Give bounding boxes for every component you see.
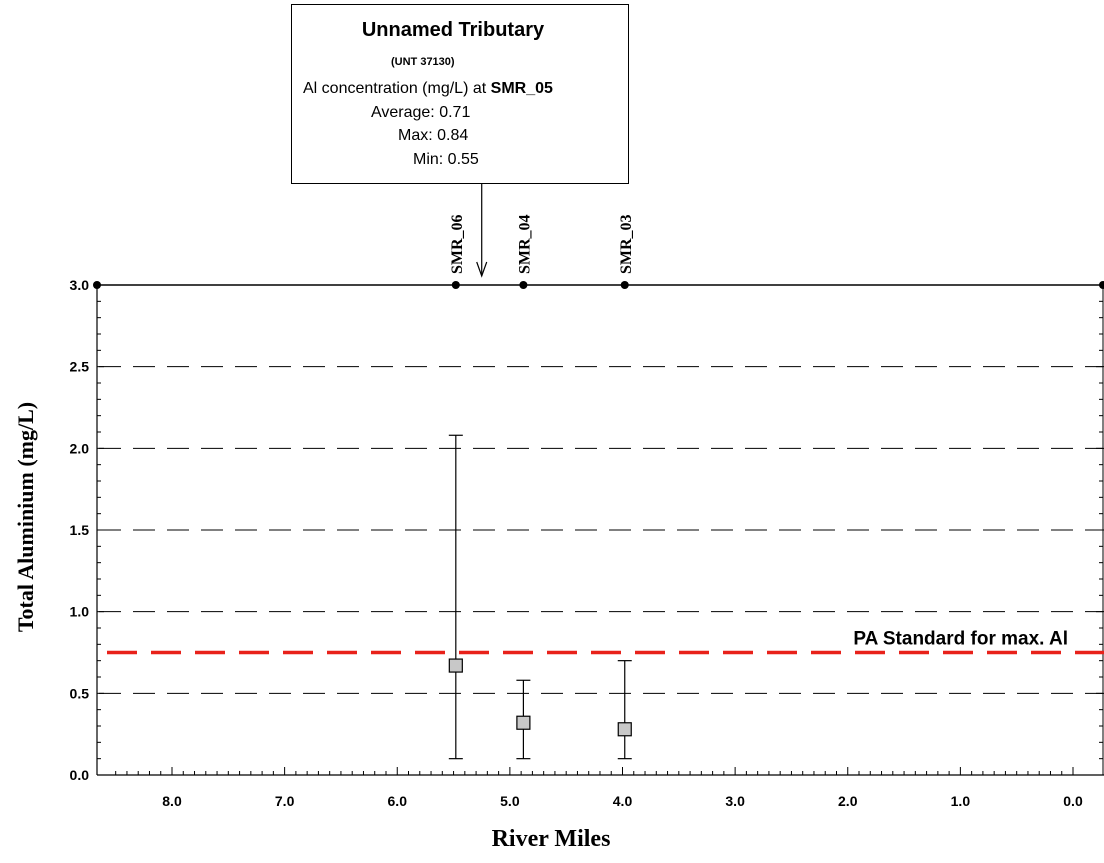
pa-standard-label: PA Standard for max. Al (853, 629, 1068, 650)
x-tick-label: 5.0 (500, 793, 520, 809)
x-tick-label: 0.0 (1063, 793, 1083, 809)
x-axis-title: River Miles (492, 826, 611, 852)
tributary-arrow-head (476, 261, 488, 278)
x-tick-label: 1.0 (951, 793, 971, 809)
y-tick-label: 0.0 (70, 767, 90, 783)
station-label: SMR_06 (449, 214, 466, 274)
station-label: SMR_04 (516, 214, 533, 274)
y-tick-label: 0.5 (70, 685, 90, 701)
callout-min: Min: 0.55 (413, 151, 479, 168)
x-tick-label: 4.0 (613, 793, 633, 809)
callout-concentration-label: Al concentration (mg/L) at (303, 80, 487, 97)
y-axis-title: Total Aluminium (mg/L) (13, 402, 38, 632)
station-marker-dot (519, 281, 528, 289)
y-tick-label: 2.0 (70, 440, 90, 456)
tributary-callout-box: Unnamed Tributary (UNT 37130) Al concent… (291, 4, 629, 184)
y-tick-label: 1.5 (70, 522, 90, 538)
station-label: SMR_03 (618, 214, 635, 274)
data-point-square (516, 715, 531, 730)
callout-title: Unnamed Tributary (361, 19, 545, 41)
callout-concentration-line: Al concentration (mg/L) at SMR_05 (303, 80, 553, 98)
top-axis-end-dot (1099, 281, 1104, 289)
x-tick-label: 3.0 (725, 793, 745, 809)
callout-average: Average: 0.71 (371, 104, 471, 121)
y-tick-label: 2.5 (70, 359, 90, 375)
callout-code: (UNT 37130) (391, 56, 455, 68)
station-marker-dot (451, 281, 460, 289)
data-point-square (448, 658, 463, 673)
data-point-square (617, 722, 632, 737)
x-tick-label: 7.0 (275, 793, 295, 809)
callout-max: Max: 0.84 (398, 127, 469, 144)
x-tick-label: 8.0 (162, 793, 182, 809)
callout-station: SMR_05 (490, 80, 553, 97)
station-marker-dot (620, 281, 629, 289)
x-tick-label: 2.0 (838, 793, 858, 809)
y-tick-label: 1.0 (70, 604, 90, 620)
y-tick-label: 3.0 (70, 277, 90, 293)
x-tick-label: 6.0 (388, 793, 408, 809)
top-axis-end-dot (93, 281, 101, 289)
